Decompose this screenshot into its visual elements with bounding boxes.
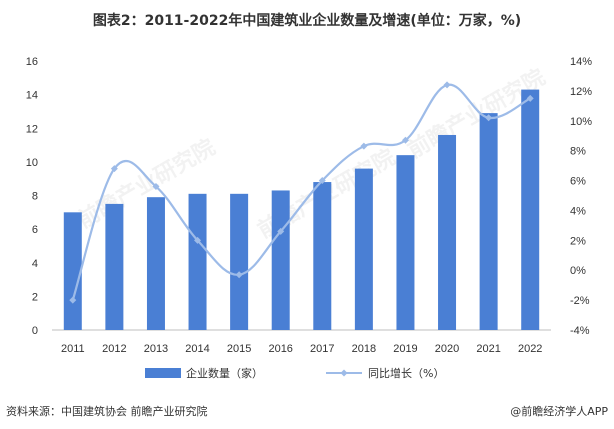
x-tick-label: 2017	[310, 343, 334, 355]
line-point-2021	[485, 114, 493, 122]
line-point-2012	[110, 165, 118, 173]
x-tick-label: 2016	[268, 343, 292, 355]
x-tick-label: 2018	[352, 343, 376, 355]
y-left-tick-label: 12	[26, 123, 38, 135]
brand-credit: @前瞻经济学人APP	[510, 405, 608, 418]
x-tick-label: 2021	[476, 343, 500, 355]
y-left-tick-label: 10	[26, 157, 38, 169]
y-left-tick-label: 0	[32, 325, 38, 337]
x-tick-label: 2012	[102, 343, 126, 355]
x-tick-label: 2014	[185, 343, 209, 355]
line-point-2016	[277, 227, 285, 235]
bar-series	[63, 89, 540, 331]
y-right-tick-label: 6%	[570, 176, 586, 188]
legend-bar-label: 企业数量（家）	[186, 366, 263, 380]
line-point-2013	[152, 183, 160, 191]
y-left-tick-label: 14	[26, 90, 38, 102]
y-right-tick-label: -4%	[570, 325, 590, 337]
bar-2019	[396, 155, 415, 330]
y-right-tick-label: 0%	[570, 265, 586, 277]
line-point-2018	[360, 142, 368, 150]
y-left-tick-label: 6	[32, 224, 38, 236]
legend-line-label: 同比增长（%）	[368, 366, 444, 380]
bar-2021	[479, 113, 498, 331]
y-left-tick-label: 16	[26, 56, 38, 68]
y-right-tick-label: 8%	[570, 146, 586, 158]
watermark: 前瞻产业研究院前瞻产业研究院前瞻产业研究院	[73, 64, 549, 244]
y-right-tick-label: 14%	[570, 56, 592, 68]
x-tick-label: 2020	[435, 343, 459, 355]
line-point-2015	[235, 271, 243, 279]
bar-2022	[521, 89, 540, 330]
bar-2012	[105, 203, 124, 330]
line-point-2020	[443, 81, 451, 89]
y-right-tick-label: 2%	[570, 235, 586, 247]
line-point-2022	[526, 94, 534, 102]
bar-2020	[438, 134, 457, 330]
x-tick-label: 2015	[227, 343, 251, 355]
legend-bar-swatch	[145, 368, 181, 378]
x-tick-label: 2019	[393, 343, 417, 355]
line-point-2019	[401, 136, 409, 144]
bar-2017	[313, 182, 332, 330]
y-right-tick-label: -2%	[570, 295, 590, 307]
line-point-2014	[194, 236, 202, 244]
bar-2018	[354, 168, 373, 330]
x-tick-label: 2011	[61, 343, 85, 355]
line-series	[69, 81, 534, 304]
bar-2014	[188, 193, 207, 330]
bar-2015	[230, 193, 249, 330]
x-tick-label: 2013	[144, 343, 168, 355]
y-right-tick-label: 10%	[570, 116, 592, 128]
source-note: 资料来源：中国建筑协会 前瞻产业研究院	[6, 405, 208, 418]
line-point-2017	[318, 177, 326, 185]
bar-2013	[146, 197, 165, 330]
legend: 企业数量（家） 同比增长（%）	[145, 366, 444, 380]
y-right-tick-label: 4%	[570, 205, 586, 217]
bar-2016	[271, 190, 290, 330]
y-left-tick-label: 2	[32, 291, 38, 303]
bar-2011	[63, 212, 82, 330]
y-right-tick-label: 12%	[570, 86, 592, 98]
line-point-2011	[69, 296, 77, 304]
x-tick-label: 2022	[518, 343, 542, 355]
y-left-tick-label: 4	[32, 258, 38, 270]
y-left-tick-label: 8	[32, 191, 38, 203]
legend-line-marker	[340, 369, 348, 377]
chart-title: 图表2：2011-2022年中国建筑业企业数量及增速(单位：万家，%)	[92, 13, 522, 29]
axes: 0 2 4 6 8 10 12 14 16 -4% -2% 0% 2% 4% 6% 8% 10% 12% 14% 20…	[26, 56, 592, 355]
